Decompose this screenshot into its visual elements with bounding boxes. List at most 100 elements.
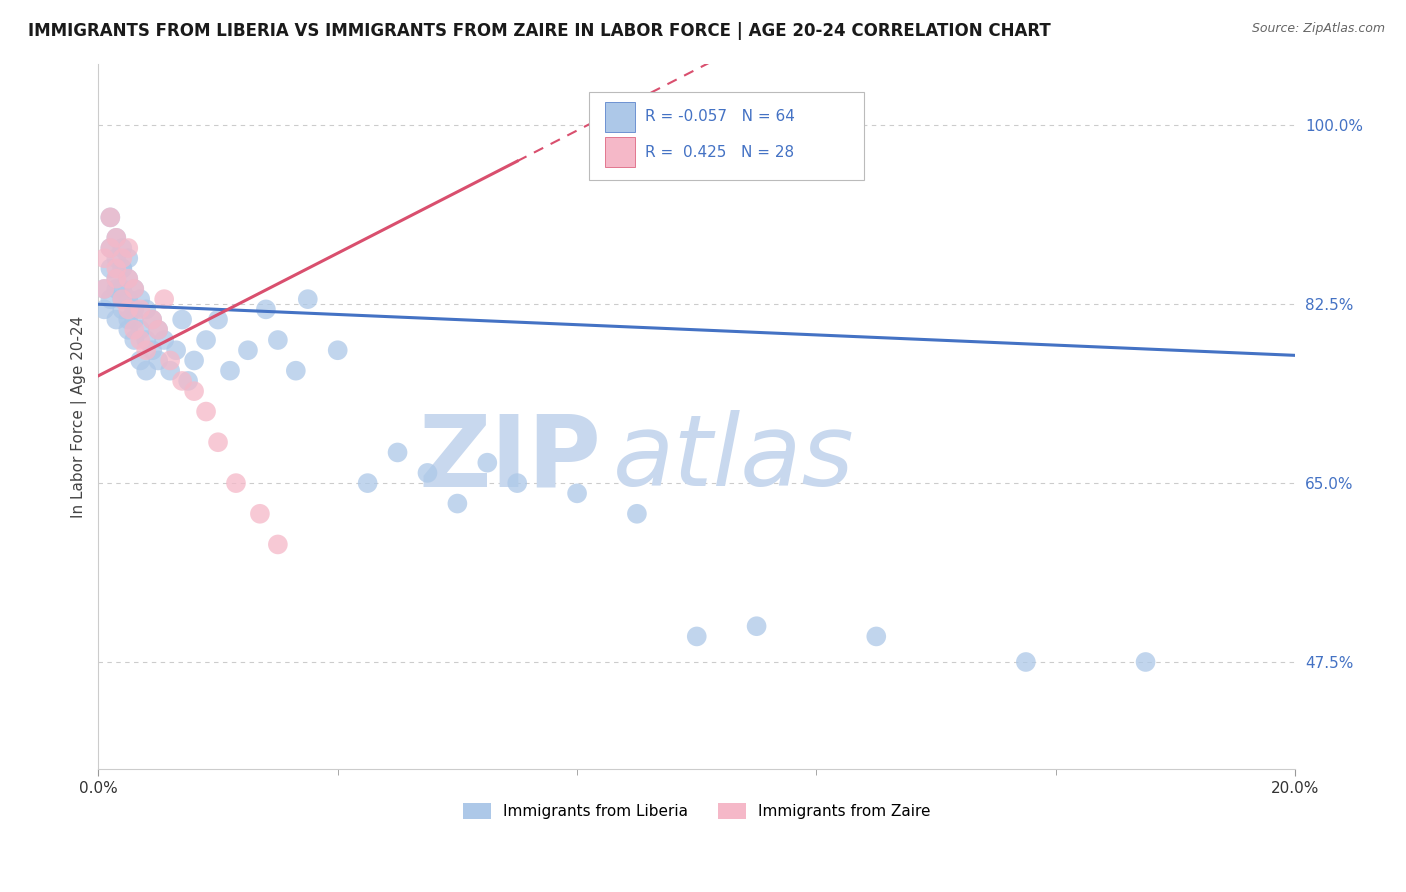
- Point: [148, 323, 170, 337]
- Point: [141, 312, 163, 326]
- Point: [172, 374, 194, 388]
- FancyBboxPatch shape: [589, 92, 865, 180]
- Point: [105, 312, 128, 326]
- Point: [1015, 655, 1038, 669]
- Point: [172, 312, 194, 326]
- Point: [98, 261, 121, 276]
- Point: [105, 231, 128, 245]
- Point: [207, 435, 229, 450]
- Point: [745, 619, 768, 633]
- Point: [626, 507, 648, 521]
- Point: [98, 241, 121, 255]
- Point: [477, 456, 499, 470]
- Point: [284, 364, 307, 378]
- Point: [506, 476, 529, 491]
- Point: [446, 497, 468, 511]
- Point: [183, 353, 205, 368]
- Legend: Immigrants from Liberia, Immigrants from Zaire: Immigrants from Liberia, Immigrants from…: [457, 797, 936, 825]
- Point: [105, 271, 128, 285]
- Point: [93, 282, 115, 296]
- Point: [93, 252, 115, 266]
- Text: R =  0.425   N = 28: R = 0.425 N = 28: [645, 145, 794, 160]
- Point: [122, 323, 145, 337]
- Point: [117, 271, 139, 285]
- Point: [135, 343, 157, 358]
- Point: [249, 507, 271, 521]
- Point: [153, 333, 176, 347]
- Point: [117, 312, 139, 326]
- Point: [117, 302, 139, 317]
- Point: [122, 282, 145, 296]
- Point: [565, 486, 588, 500]
- Point: [165, 343, 187, 358]
- Point: [129, 292, 152, 306]
- Point: [105, 252, 128, 266]
- Bar: [605, 103, 634, 132]
- Point: [141, 312, 163, 326]
- Point: [98, 211, 121, 225]
- Point: [117, 241, 139, 255]
- Point: [416, 466, 439, 480]
- Point: [129, 333, 152, 347]
- Point: [111, 261, 134, 276]
- Point: [122, 333, 145, 347]
- Point: [267, 537, 290, 551]
- Point: [117, 323, 139, 337]
- Point: [129, 353, 152, 368]
- Point: [135, 333, 157, 347]
- Point: [326, 343, 349, 358]
- Point: [122, 302, 145, 317]
- Point: [111, 261, 134, 276]
- Point: [135, 364, 157, 378]
- Point: [117, 252, 139, 266]
- Point: [865, 629, 887, 643]
- Bar: [605, 137, 634, 167]
- Point: [195, 404, 218, 418]
- Point: [183, 384, 205, 398]
- Point: [111, 302, 134, 317]
- Point: [267, 333, 290, 347]
- Text: IMMIGRANTS FROM LIBERIA VS IMMIGRANTS FROM ZAIRE IN LABOR FORCE | AGE 20-24 CORR: IMMIGRANTS FROM LIBERIA VS IMMIGRANTS FR…: [28, 22, 1050, 40]
- Point: [111, 292, 134, 306]
- Point: [122, 282, 145, 296]
- Point: [686, 629, 709, 643]
- Point: [105, 231, 128, 245]
- Y-axis label: In Labor Force | Age 20-24: In Labor Force | Age 20-24: [72, 316, 87, 518]
- Point: [98, 211, 121, 225]
- Point: [1135, 655, 1157, 669]
- Point: [225, 476, 247, 491]
- Point: [98, 292, 121, 306]
- Point: [93, 302, 115, 317]
- Point: [177, 374, 200, 388]
- Point: [159, 364, 181, 378]
- Point: [117, 271, 139, 285]
- Point: [207, 312, 229, 326]
- Point: [105, 271, 128, 285]
- Point: [122, 312, 145, 326]
- Point: [129, 323, 152, 337]
- Point: [254, 302, 277, 317]
- Point: [111, 292, 134, 306]
- Point: [236, 343, 259, 358]
- Point: [356, 476, 378, 491]
- Point: [129, 302, 152, 317]
- Text: Source: ZipAtlas.com: Source: ZipAtlas.com: [1251, 22, 1385, 36]
- Point: [387, 445, 409, 459]
- Point: [93, 282, 115, 296]
- Point: [117, 292, 139, 306]
- Point: [98, 241, 121, 255]
- Point: [135, 302, 157, 317]
- Point: [219, 364, 242, 378]
- Point: [111, 282, 134, 296]
- Point: [105, 261, 128, 276]
- Point: [153, 292, 176, 306]
- Text: ZIP: ZIP: [418, 410, 600, 508]
- Text: atlas: atlas: [613, 410, 855, 508]
- Point: [111, 252, 134, 266]
- Point: [297, 292, 319, 306]
- Point: [148, 353, 170, 368]
- Point: [195, 333, 218, 347]
- Point: [105, 282, 128, 296]
- Point: [141, 343, 163, 358]
- Point: [148, 323, 170, 337]
